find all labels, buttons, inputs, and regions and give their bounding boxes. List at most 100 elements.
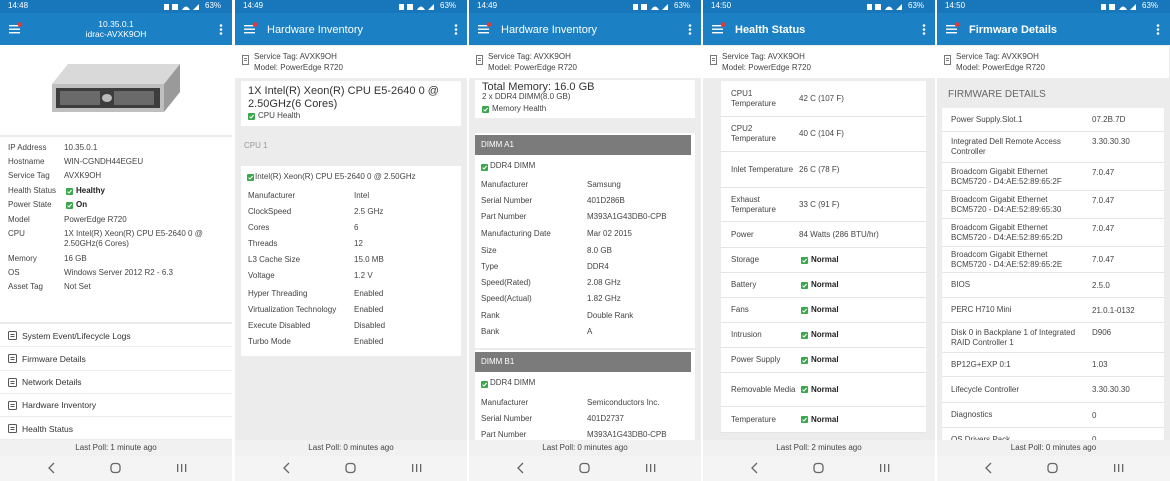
last-poll-bar — [235, 440, 467, 456]
row-value: Intel — [354, 191, 370, 200]
row-value: 7.0.47 — [1092, 196, 1115, 205]
firmware-row: BIOS 2.5.0 — [942, 273, 1164, 298]
row-label: Manufacturer — [248, 191, 296, 200]
last-poll-bar — [937, 440, 1170, 456]
last-poll: Last Poll: 2 minutes ago — [776, 443, 862, 452]
row-label: Lifecycle Controller — [951, 384, 1020, 394]
row-value: DDR4 — [587, 262, 609, 271]
last-poll: Last Poll: 0 minutes ago — [1010, 443, 1097, 452]
menu-item[interactable] — [0, 370, 232, 393]
menu-label: System Event/Lifecycle Logs — [22, 330, 131, 341]
overflow-menu[interactable] — [453, 23, 459, 37]
menu-button[interactable] — [244, 22, 258, 36]
last-poll: Last Poll: 1 minute ago — [75, 443, 157, 452]
row-value: Enabled — [354, 289, 384, 298]
row-value: 42 C (107 F) — [799, 94, 844, 103]
menu-icon — [8, 424, 17, 434]
dimm-item: DDR4 DIMM — [490, 161, 536, 170]
section-label: CPU 1 — [244, 141, 268, 150]
row-value: 1.03 — [1092, 360, 1108, 369]
check-icon — [801, 356, 808, 364]
row-label: Integrated Dell Remote Access Controller — [951, 137, 1061, 156]
status-icons — [164, 4, 199, 10]
row-label: Power Supply — [731, 355, 781, 364]
row-label: L3 Cache Size — [248, 255, 301, 264]
row-label: CPU2 Temperature — [731, 124, 776, 143]
status-row: Inlet Temperature 26 C (78 F) — [721, 152, 926, 188]
row-label: Battery — [731, 280, 757, 289]
row-label: Manufacturing Date — [481, 229, 551, 238]
firmware-row: Power Supply.Slot.1 07.2B.7D — [942, 108, 1164, 132]
menu-button[interactable] — [478, 22, 492, 36]
menu-label: Hardware Inventory — [22, 400, 97, 411]
status-row: Fans Normal — [721, 298, 926, 323]
row-value: D906 — [1092, 328, 1112, 337]
row-value: 2.5 GHz — [354, 207, 384, 216]
row-value: 21.0.1-0132 — [1092, 305, 1135, 315]
summary-detail: 2 x DDR4 DIMM(8.0 GB) — [482, 92, 571, 101]
row-value: 401D2737 — [587, 414, 624, 423]
row-value: 84 Watts (286 BTU/hr) — [799, 229, 879, 239]
status-time: 14:48 — [8, 1, 29, 10]
item-title: Intel(R) Xeon(R) CPU E5-2640 0 @ 2.50GHz — [255, 172, 416, 181]
info-label: OS — [8, 268, 20, 277]
overflow-menu[interactable] — [687, 23, 693, 37]
info-value: On — [76, 200, 88, 209]
menu-item[interactable] — [0, 417, 232, 440]
row-label: BIOS — [951, 280, 971, 289]
row-label: Broadcom Gigabit Ethernet BCM5720 - D4:A… — [951, 249, 1063, 269]
overflow-menu[interactable] — [1155, 23, 1161, 37]
row-label: PERC H710 Mini — [951, 305, 1012, 314]
row-label: Temperature — [731, 414, 776, 424]
row-value: M393A1G43DB0-CPB — [587, 430, 667, 439]
menu-item[interactable] — [0, 393, 232, 417]
info-value: AVXK9OH — [64, 171, 102, 180]
firmware-row: Integrated Dell Remote Access Controller… — [942, 132, 1164, 163]
firmware-row: Diagnostics 0 — [942, 403, 1164, 428]
row-value: 3.30.30.30 — [1092, 137, 1130, 146]
row-label: Broadcom Gigabit Ethernet BCM5720 - D4:A… — [951, 222, 1063, 242]
content: IP Address 10.35.0.1 Hostname WIN-CGNDH44EG… — [0, 0, 232, 440]
dimm-item: DDR4 DIMM — [490, 378, 536, 387]
overflow-menu[interactable] — [921, 23, 927, 37]
row-value: Samsung — [587, 180, 621, 189]
row-label: Serial Number — [481, 196, 533, 205]
row-label: Bank — [481, 327, 500, 336]
overflow-menu[interactable] — [218, 23, 224, 37]
row-value: Double Rank — [587, 311, 634, 320]
row-value: Normal — [811, 280, 839, 289]
app-bar — [937, 13, 1170, 45]
content: Service Tag: AVXK9OH Model: PowerEdge R72… — [937, 0, 1169, 440]
menu-button[interactable] — [9, 22, 23, 36]
info-label: Model — [8, 215, 30, 224]
service-tag: Service Tag: AVXK9OH — [488, 52, 571, 61]
row-value: 7.0.47 — [1092, 224, 1115, 233]
row-label: Power — [731, 229, 754, 239]
firmware-row: Disk 0 in Backplane 1 of Integrated RAID… — [942, 323, 1164, 353]
row-label: Fans — [731, 305, 749, 314]
info-value: Healthy — [76, 186, 105, 195]
dimm-header — [475, 352, 691, 372]
menu-label: Health Status — [22, 423, 74, 434]
firmware-card — [942, 108, 1164, 440]
menu-button[interactable] — [946, 22, 960, 36]
row-value: 7.0.47 — [1092, 255, 1115, 264]
battery-level: 63% — [440, 1, 457, 10]
row-value: Normal — [811, 384, 839, 394]
row-label: Diagnostics — [951, 410, 993, 419]
menu-item[interactable] — [0, 347, 232, 370]
firmware-row: Broadcom Gigabit Ethernet BCM5720 - D4:A… — [942, 163, 1164, 191]
nav-bar — [937, 456, 1170, 481]
menu-button[interactable] — [712, 22, 726, 36]
row-value: A — [587, 327, 593, 336]
row-label: Storage — [731, 255, 760, 264]
menu-item[interactable] — [0, 324, 232, 347]
firmware-row: Broadcom Gigabit Ethernet BCM5720 - D4:A… — [942, 191, 1164, 219]
nav-bar — [703, 456, 935, 481]
info-value: PowerEdge R720 — [64, 215, 127, 224]
row-value: 3.30.30.30 — [1092, 385, 1130, 394]
check-icon — [248, 113, 255, 120]
menu-label: Network Details — [22, 377, 82, 388]
health-label: CPU Health — [258, 111, 301, 120]
row-label: Manufacturer — [481, 180, 529, 189]
